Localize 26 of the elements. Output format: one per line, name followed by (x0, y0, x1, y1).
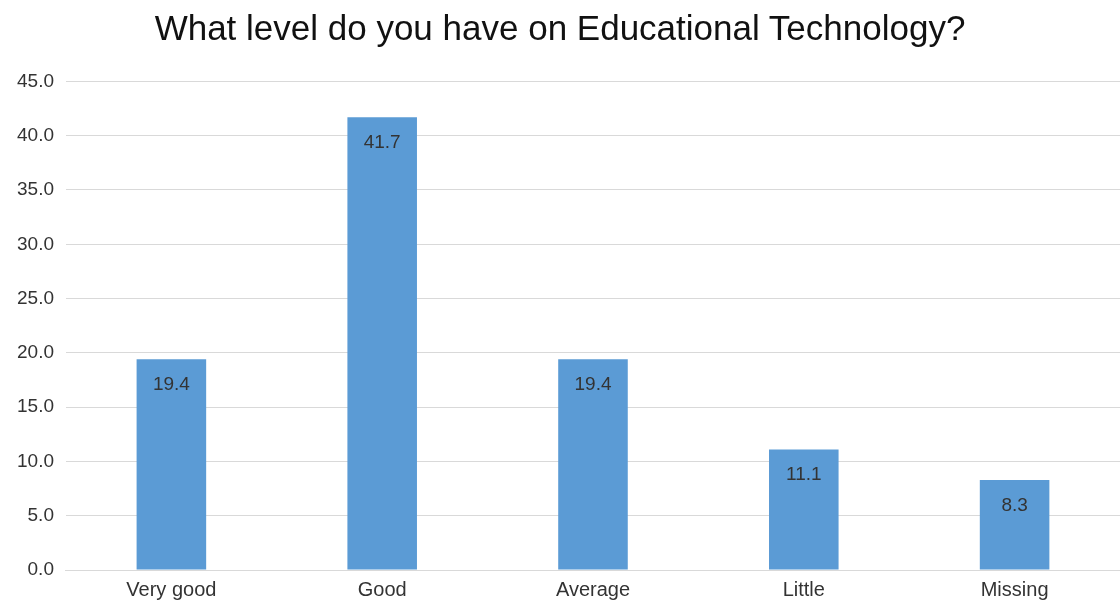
y-tick-label: 15.0 (17, 395, 54, 417)
y-tick-label: 0.0 (27, 558, 54, 580)
y-tick-label: 25.0 (17, 286, 54, 308)
y-tick-label: 45.0 (17, 69, 54, 91)
data-label: 19.4 (574, 373, 612, 395)
y-tick-label: 20.0 (17, 341, 54, 363)
bar (347, 117, 417, 570)
bar (979, 479, 1050, 570)
bar (558, 359, 628, 570)
data-label: 11.1 (786, 463, 822, 485)
y-tick-label: 30.0 (17, 232, 54, 254)
data-label: 8.3 (1001, 493, 1028, 515)
y-tick-label: 40.0 (17, 123, 54, 145)
data-label: 19.4 (152, 373, 191, 395)
y-tick-label: 5.0 (27, 503, 54, 525)
x-tick-label: Missing (980, 577, 1049, 600)
y-tick-label: 35.0 (17, 178, 54, 200)
x-tick-label: Very good (126, 577, 217, 600)
x-tick-label: Good (357, 577, 407, 600)
data-label: 41.7 (363, 130, 401, 152)
x-tick-label: Little (782, 577, 825, 600)
y-tick-label: 10.0 (17, 449, 54, 471)
bar (769, 449, 839, 570)
chart-title: What level do you have on Educational Technology? (153, 7, 967, 49)
x-tick-label: Average (555, 577, 631, 600)
bar (136, 359, 207, 570)
